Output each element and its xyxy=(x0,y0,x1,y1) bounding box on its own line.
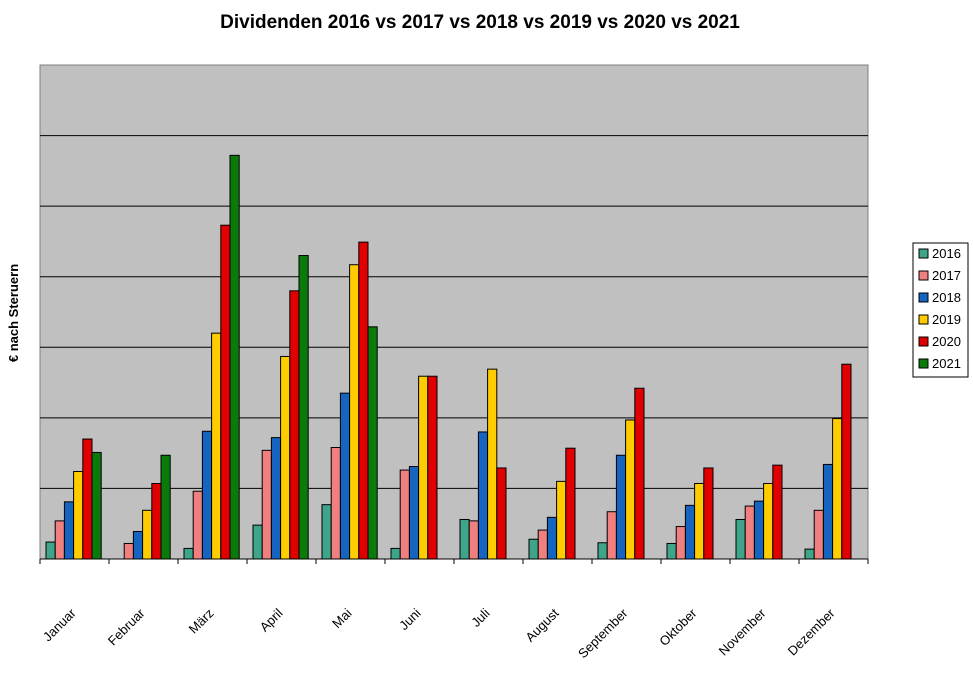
bar-2020-1 xyxy=(82,438,93,560)
bar-2019-3 xyxy=(211,332,222,560)
bar-2017-5 xyxy=(330,447,341,560)
bar-2018-12 xyxy=(822,463,834,560)
chart-title: Dividenden 2016 vs 2017 vs 2018 vs 2019 … xyxy=(220,12,740,33)
legend-box xyxy=(912,242,969,378)
bar-2020-10 xyxy=(703,467,714,560)
legend-label-2019: 2019 xyxy=(932,312,961,327)
plot-area xyxy=(39,64,869,560)
bars xyxy=(45,154,852,560)
x-axis: Januar Februar März April Mai Juni Juli August S… xyxy=(39,558,869,661)
bar-2017-1 xyxy=(54,520,65,560)
bar-2018-1 xyxy=(63,501,75,560)
bar-2020-5 xyxy=(358,241,369,560)
x-tick-label: November xyxy=(716,605,769,658)
bar-2016-12 xyxy=(804,548,815,560)
bar-2017-12 xyxy=(813,509,824,560)
legend-label-2021: 2021 xyxy=(932,356,961,371)
bar-2019-6 xyxy=(418,375,429,560)
bar-2016-8 xyxy=(528,538,539,560)
x-tick-label: August xyxy=(522,605,561,644)
bar-2017-8 xyxy=(537,529,548,560)
bar-2019-12 xyxy=(832,418,843,560)
bar-2019-8 xyxy=(556,480,567,560)
bar-2021-3 xyxy=(229,154,240,560)
bar-2018-2 xyxy=(132,530,144,560)
bar-2018-3 xyxy=(201,430,213,560)
bar-2020-12 xyxy=(841,363,852,560)
x-tick-label: Oktober xyxy=(656,605,700,649)
bar-2017-10 xyxy=(675,526,686,560)
x-tick-label: Mai xyxy=(329,605,354,630)
bar-2018-6 xyxy=(408,466,420,560)
bar-2017-2 xyxy=(123,542,134,560)
bar-2019-9 xyxy=(625,419,636,560)
bar-2018-5 xyxy=(339,392,351,560)
legend-swatch-2018 xyxy=(918,292,929,303)
bar-2016-6 xyxy=(390,547,401,560)
bar-2018-11 xyxy=(753,500,765,560)
bar-2021-4 xyxy=(298,255,309,560)
bar-2020-6 xyxy=(427,375,438,560)
x-tick-label: März xyxy=(186,606,217,637)
bar-2018-8 xyxy=(546,516,558,560)
bar-2017-11 xyxy=(744,505,755,560)
bar-2019-4 xyxy=(280,355,291,560)
legend-label-2020: 2020 xyxy=(932,334,961,349)
legend: 2016 2017 2018 2019 2020 2021 xyxy=(912,242,969,378)
x-tick-label: Juni xyxy=(396,605,424,633)
legend-swatch-2019 xyxy=(918,314,929,325)
x-tick-label: April xyxy=(257,605,286,634)
bar-2019-10 xyxy=(694,482,705,560)
bar-2016-4 xyxy=(252,524,263,560)
x-tick-label: Januar xyxy=(40,605,79,644)
x-tick-label: Dezember xyxy=(785,605,838,658)
bar-2019-1 xyxy=(73,470,84,560)
bar-2016-3 xyxy=(183,547,194,560)
x-tick-label: September xyxy=(575,605,631,661)
bar-2017-7 xyxy=(468,520,479,560)
bar-2018-7 xyxy=(477,431,489,560)
x-tick-label: Februar xyxy=(105,605,148,648)
y-axis-label: € nach Steruern xyxy=(6,264,21,362)
bar-2019-11 xyxy=(763,482,774,560)
legend-swatch-2021 xyxy=(918,358,929,369)
bar-2017-4 xyxy=(261,449,272,560)
bar-2016-5 xyxy=(321,504,332,560)
bar-2021-5 xyxy=(367,326,378,560)
legend-label-2017: 2017 xyxy=(932,268,961,283)
bar-2018-9 xyxy=(615,454,627,560)
bar-2018-10 xyxy=(684,504,696,560)
bar-2020-7 xyxy=(496,467,507,560)
legend-swatch-2016 xyxy=(918,248,929,259)
legend-swatch-2017 xyxy=(918,270,929,281)
bar-2019-2 xyxy=(142,509,153,560)
bar-2020-8 xyxy=(565,447,576,560)
bar-2019-7 xyxy=(487,368,498,560)
bar-2020-9 xyxy=(634,387,645,560)
bar-2020-4 xyxy=(289,290,300,560)
bar-2016-7 xyxy=(459,518,470,560)
bar-2020-2 xyxy=(151,482,162,560)
bar-2021-1 xyxy=(91,451,102,560)
legend-swatch-2020 xyxy=(918,336,929,347)
bar-2016-1 xyxy=(45,541,56,560)
bar-2016-10 xyxy=(666,542,677,560)
bar-2017-3 xyxy=(192,490,203,560)
legend-label-2018: 2018 xyxy=(932,290,961,305)
x-tick-label: Juli xyxy=(468,605,492,629)
bar-2016-11 xyxy=(735,518,746,560)
bar-2017-6 xyxy=(399,469,410,560)
bar-2019-5 xyxy=(349,264,360,560)
bar-2020-3 xyxy=(220,224,231,560)
bar-2017-9 xyxy=(606,511,617,560)
bar-2016-9 xyxy=(597,542,608,560)
bar-2020-11 xyxy=(772,464,783,560)
gridlines xyxy=(40,135,868,489)
bar-2021-2 xyxy=(160,454,171,560)
bar-2018-4 xyxy=(270,437,282,560)
legend-label-2016: 2016 xyxy=(932,246,961,261)
